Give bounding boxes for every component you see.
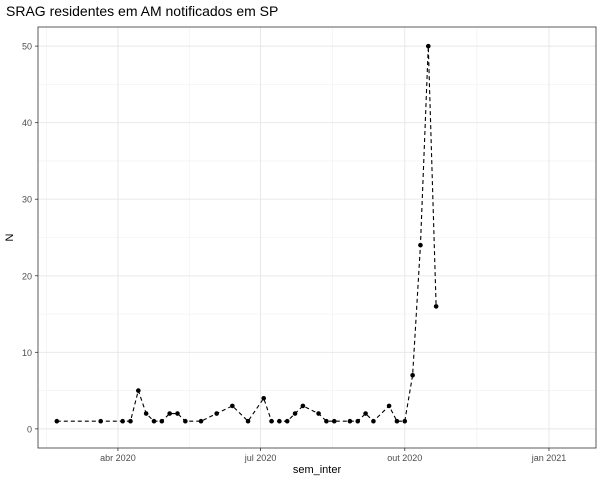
plot-border (37, 26, 597, 449)
data-point (198, 418, 204, 424)
data-point (418, 242, 423, 248)
data-point (143, 411, 149, 416)
data-point (175, 411, 180, 416)
data-point (159, 418, 165, 424)
data-point (371, 418, 376, 424)
x-tick-label: abr 2020 (100, 453, 136, 463)
data-point (394, 418, 400, 424)
x-tick-label: jan 2021 (531, 453, 567, 463)
data-point (316, 411, 321, 416)
data-point (230, 403, 235, 409)
y-tick-label: 0 (27, 424, 32, 434)
data-point (98, 418, 103, 424)
data-point (363, 411, 368, 416)
data-point (324, 418, 329, 424)
y-tick-label: 40 (22, 118, 32, 128)
x-axis-label: sem_inter (293, 464, 342, 476)
data-point (151, 418, 157, 424)
x-tick-label: out 2020 (387, 453, 422, 463)
data-point (277, 418, 282, 424)
data-point (120, 418, 125, 424)
data-point (433, 304, 439, 309)
data-point (425, 43, 431, 49)
gridlines (38, 27, 596, 448)
data-point (284, 418, 290, 424)
series (54, 43, 439, 424)
data-point (300, 403, 306, 409)
data-point (54, 418, 60, 424)
data-point (128, 418, 133, 424)
data-point (214, 411, 219, 416)
data-point (402, 418, 408, 424)
y-tick-label: 50 (22, 42, 32, 52)
chart-title: SRAG residentes em AM notificados em SP (6, 3, 278, 19)
data-point (386, 403, 392, 409)
data-point (269, 418, 274, 424)
data-point (292, 411, 298, 416)
y-tick-label: 20 (22, 271, 32, 281)
x-tick-label: jul 2020 (244, 453, 277, 463)
data-point (183, 418, 188, 424)
data-point (355, 418, 361, 424)
y-tick-label: 10 (22, 348, 32, 358)
y-axis-label: N (4, 233, 16, 241)
data-point (261, 395, 267, 401)
axes: 0 10 20 30 40 50 abr 2020 jul 2020 out 2020 jan 2… (22, 42, 566, 463)
data-point (167, 411, 172, 416)
data-point (136, 388, 141, 393)
data-point (331, 418, 337, 424)
data-point (245, 418, 251, 424)
y-tick-label: 30 (22, 195, 32, 205)
data-point (347, 418, 353, 424)
data-point (410, 372, 415, 378)
